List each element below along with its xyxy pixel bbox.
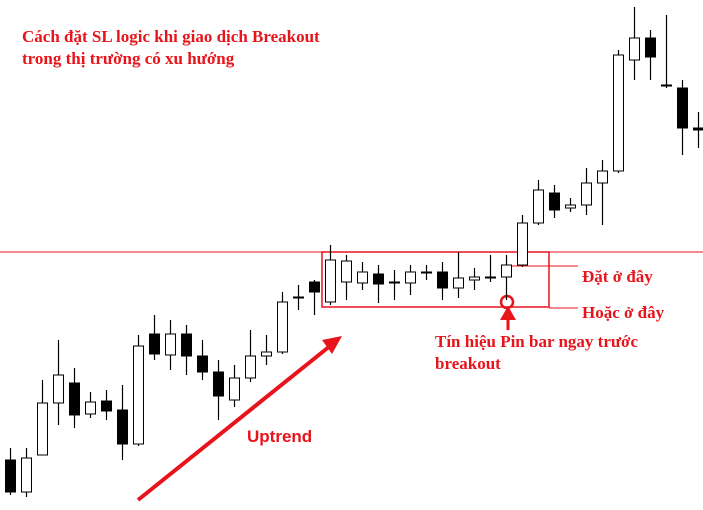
candle-body [181, 333, 192, 357]
candle-body [261, 351, 272, 357]
candle-body [421, 271, 432, 274]
candle-body [437, 271, 448, 289]
candle-body [517, 222, 528, 266]
candle-body [53, 374, 64, 404]
candle-body [357, 271, 368, 284]
candle-body [213, 371, 224, 397]
candle-body [101, 400, 112, 412]
candle-body [117, 409, 128, 445]
candle-body [549, 192, 560, 211]
candle-body [453, 277, 464, 289]
candle-body [613, 54, 624, 172]
candle-body [597, 170, 608, 184]
uptrend-label: Uptrend [247, 427, 312, 446]
candle-body [661, 84, 672, 87]
title: Cách đặt SL logic khi giao dịch Breakout [22, 27, 320, 46]
signal-arrow-head [500, 306, 516, 320]
candle-body [581, 182, 592, 206]
annotation: Tín hiệu Pin bar ngay trước [435, 332, 638, 351]
candle-body [277, 301, 288, 353]
candle-body [197, 355, 208, 373]
candle-body [5, 459, 16, 493]
candle-body [325, 259, 336, 303]
candle-body [469, 276, 480, 281]
annotation: Hoặc ở đây [582, 303, 665, 322]
uptrend-arrow-head [322, 336, 342, 354]
title: trong thị trường có xu hướng [22, 49, 235, 68]
candle-body [85, 401, 96, 415]
candle-body [533, 189, 544, 224]
candle-body [373, 273, 384, 285]
candle-body [645, 37, 656, 58]
annotation: breakout [435, 354, 501, 373]
candle-body [229, 377, 240, 401]
candle-body [37, 402, 48, 456]
candle-body [133, 345, 144, 445]
candle-body [389, 281, 400, 284]
candle-body [501, 264, 512, 278]
candle-body [149, 333, 160, 355]
candle-body [293, 296, 304, 299]
annotation: Đặt ở đây [582, 267, 653, 286]
candle-body [565, 204, 576, 209]
candle-body [309, 281, 320, 293]
uptrend-arrow [136, 344, 332, 502]
candle-body [485, 276, 496, 279]
candle-body [341, 260, 352, 283]
candle-body [693, 127, 703, 131]
candle-body [629, 37, 640, 61]
candle-body [69, 382, 80, 416]
candle-body [165, 333, 176, 356]
candle-body [677, 87, 688, 129]
candle-body [405, 271, 416, 284]
candle-body [21, 457, 32, 493]
consolidation-box [321, 251, 550, 308]
candle-body [245, 355, 256, 379]
